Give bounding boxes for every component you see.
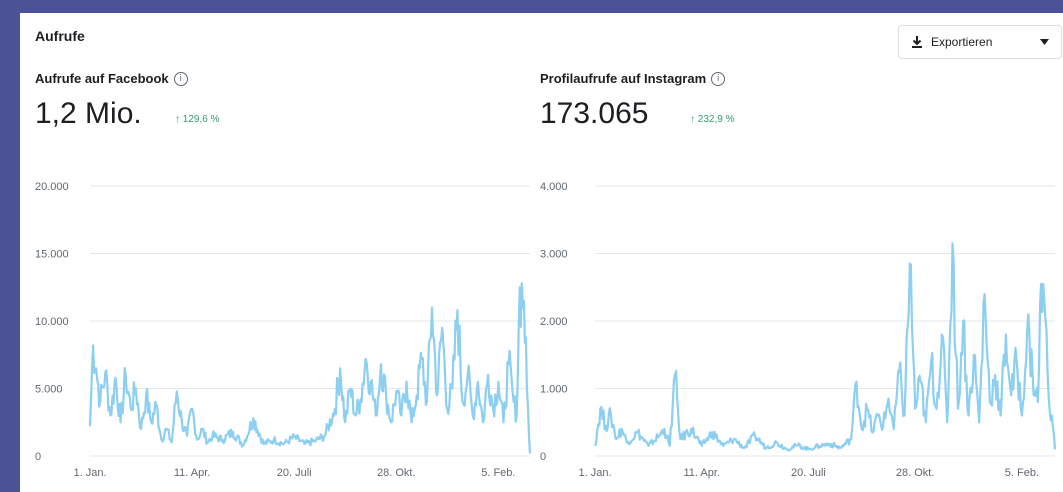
instagram-views-value: 173.065 [540, 97, 649, 130]
y-tick-label: 10.000 [35, 316, 69, 328]
export-button[interactable]: Exportieren [898, 25, 1062, 59]
info-icon[interactable]: i [173, 71, 188, 86]
x-tick-label: 28. Okt. [377, 467, 416, 479]
y-tick-label: 5.000 [35, 384, 63, 396]
x-tick-label: 1. Jan. [578, 467, 611, 479]
x-tick-label: 20. Juli [791, 467, 826, 479]
x-tick-label: 11. Apr. [683, 467, 720, 479]
series-line [88, 282, 532, 454]
caret-down-icon [1040, 39, 1049, 45]
y-tick-label: 0 [35, 451, 41, 463]
y-tick-label: 2.000 [540, 316, 568, 328]
instagram-views-panel: Profilaufrufe auf Instagram i 173.065 ↑ … [540, 71, 1060, 491]
export-button-label: Exportieren [931, 35, 993, 49]
y-tick-label: 4.000 [540, 181, 568, 193]
y-tick-label: 3.000 [540, 249, 568, 261]
x-tick-label: 28. Okt. [896, 467, 935, 479]
facebook-views-delta: ↑ 129,6 % [175, 114, 220, 125]
x-tick-label: 20. Juli [277, 467, 312, 479]
download-icon [912, 36, 922, 48]
x-tick-label: 11. Apr. [174, 467, 211, 479]
facebook-views-value: 1,2 Mio. [35, 97, 142, 130]
instagram-views-title-row: Profilaufrufe auf Instagram i [540, 71, 726, 86]
y-tick-label: 1.000 [540, 384, 568, 396]
facebook-views-panel: Aufrufe auf Facebook i 1,2 Mio. ↑ 129,6 … [35, 71, 535, 491]
instagram-views-delta: ↑ 232,9 % [690, 114, 735, 125]
views-card: Aufrufe Exportieren Aufrufe auf Facebook… [20, 13, 1063, 492]
instagram-views-title: Profilaufrufe auf Instagram [540, 71, 707, 86]
section-title: Aufrufe [35, 28, 85, 44]
series-line [593, 242, 1057, 452]
x-tick-label: 5. Feb. [1005, 467, 1039, 479]
y-tick-label: 0 [540, 451, 546, 463]
facebook-views-chart: 0 5.000 10.000 15.000 20.000 1. Jan. 11. Apr. 2… [35, 181, 532, 479]
y-tick-label: 15.000 [35, 249, 69, 261]
x-tick-label: 5. Feb. [481, 467, 515, 479]
facebook-views-title-row: Aufrufe auf Facebook i [35, 71, 188, 86]
info-icon[interactable]: i [711, 71, 726, 86]
y-tick-label: 20.000 [35, 181, 69, 193]
facebook-views-title: Aufrufe auf Facebook [35, 71, 169, 86]
x-tick-label: 1. Jan. [73, 467, 106, 479]
instagram-views-chart: 0 1.000 2.000 3.000 4.000 1. Jan. 11. Apr. 20. … [540, 181, 1057, 479]
